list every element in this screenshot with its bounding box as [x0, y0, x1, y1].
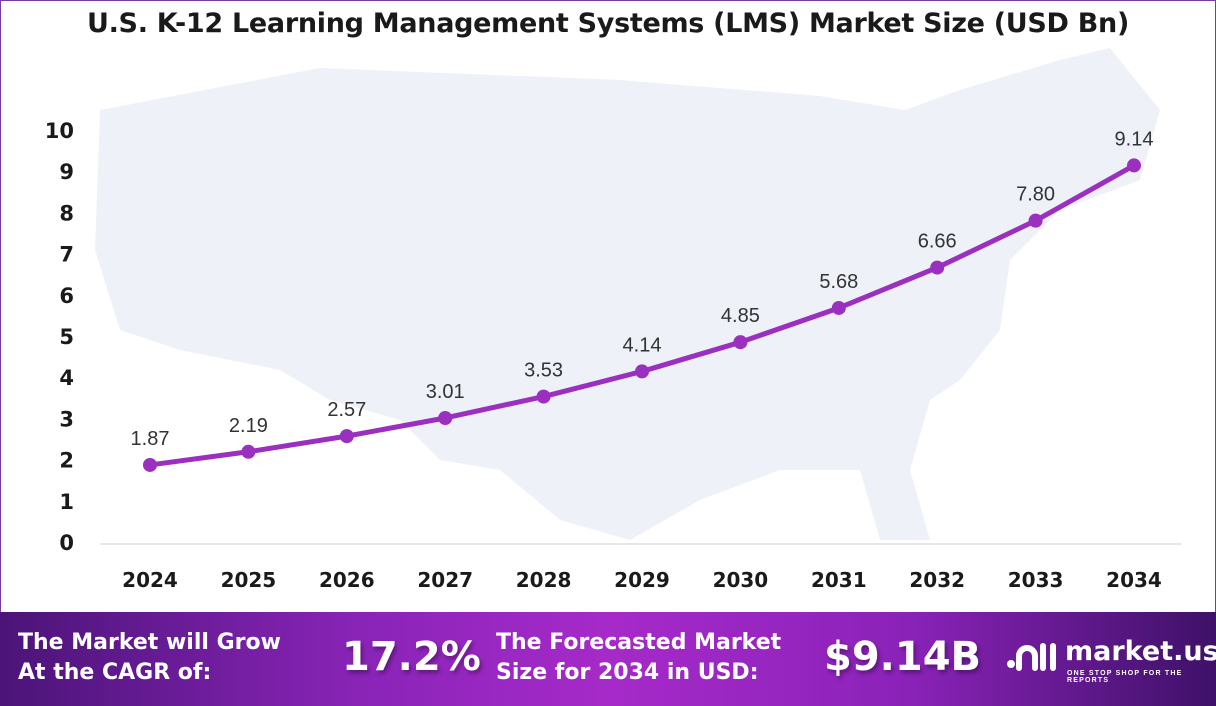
x-tick-label: 2032 [909, 568, 965, 592]
y-tick-label: 6 [59, 284, 74, 308]
data-point [635, 364, 649, 379]
chart: 0 1 2 3 4 5 6 7 8 9 10 2024 2025 2026 2027 2028 2029 203… [45, 48, 1182, 592]
y-tick-label: 1 [59, 490, 74, 514]
forecast-label-line1: The Forecasted Market [496, 630, 782, 655]
data-label: 6.66 [918, 231, 957, 253]
data-label: 2.19 [229, 415, 268, 437]
x-tick-label: 2029 [614, 568, 670, 592]
data-point [143, 457, 157, 472]
chart-title: U.S. K-12 Learning Management Systems (L… [86, 8, 1130, 39]
cagr-label-line1: The Market will Grow [18, 630, 281, 655]
data-label: 3.01 [426, 381, 465, 403]
y-tick-label: 7 [59, 243, 74, 267]
data-label: 4.14 [623, 334, 662, 356]
forecast-value: $9.14B [824, 634, 982, 680]
data-point [930, 260, 945, 275]
y-tick-label: 5 [59, 325, 74, 349]
x-tick-label: 2027 [417, 568, 473, 592]
x-tick-label: 2034 [1106, 568, 1162, 592]
data-label: 7.80 [1016, 184, 1055, 206]
logo-name: market.us [1065, 636, 1216, 667]
market-us-logo: market.us ONE STOP SHOP FOR THE REPORTS [1005, 636, 1216, 686]
logo-mark-icon [1007, 643, 1056, 671]
y-tick-label: 3 [59, 407, 74, 431]
data-point [831, 300, 846, 315]
data-point [339, 429, 354, 444]
data-point [241, 444, 256, 459]
us-map-silhouette [95, 48, 1160, 540]
logo-tagline: ONE STOP SHOP FOR THE REPORTS [1067, 670, 1183, 684]
x-tick-label: 2030 [713, 568, 769, 592]
y-tick-label: 10 [45, 119, 74, 143]
data-point [1127, 158, 1141, 173]
cagr-label-line2: At the CAGR of: [18, 660, 212, 685]
data-label: 4.85 [721, 305, 760, 327]
data-point [733, 335, 748, 350]
y-tick-label: 0 [59, 531, 74, 555]
cagr-label: The Market will Grow At the CAGR of: [18, 628, 281, 688]
forecast-label-line2: Size for 2034 in USD: [496, 660, 759, 685]
data-label: 9.14 [1115, 128, 1154, 150]
data-label: 2.57 [327, 399, 366, 421]
y-tick-label: 4 [59, 366, 74, 390]
data-point [536, 389, 551, 404]
data-label: 1.87 [131, 428, 170, 450]
data-point [1028, 213, 1043, 228]
cagr-value: 17.2% [342, 634, 481, 680]
x-tick-label: 2031 [811, 568, 867, 592]
data-point [438, 410, 453, 425]
summary-banner: The Market will Grow At the CAGR of: 17.… [0, 612, 1216, 706]
x-tick-label: 2025 [221, 568, 277, 592]
x-tick-label: 2026 [319, 568, 375, 592]
data-label: 3.53 [524, 360, 563, 382]
x-tick-label: 2024 [122, 568, 178, 592]
forecast-label: The Forecasted Market Size for 2034 in U… [496, 628, 781, 688]
y-tick-label: 2 [59, 449, 74, 473]
x-tick-label: 2033 [1008, 568, 1064, 592]
y-tick-label: 9 [59, 160, 74, 184]
data-label: 5.68 [819, 271, 858, 293]
x-tick-label: 2028 [516, 568, 572, 592]
y-tick-label: 8 [59, 201, 74, 225]
